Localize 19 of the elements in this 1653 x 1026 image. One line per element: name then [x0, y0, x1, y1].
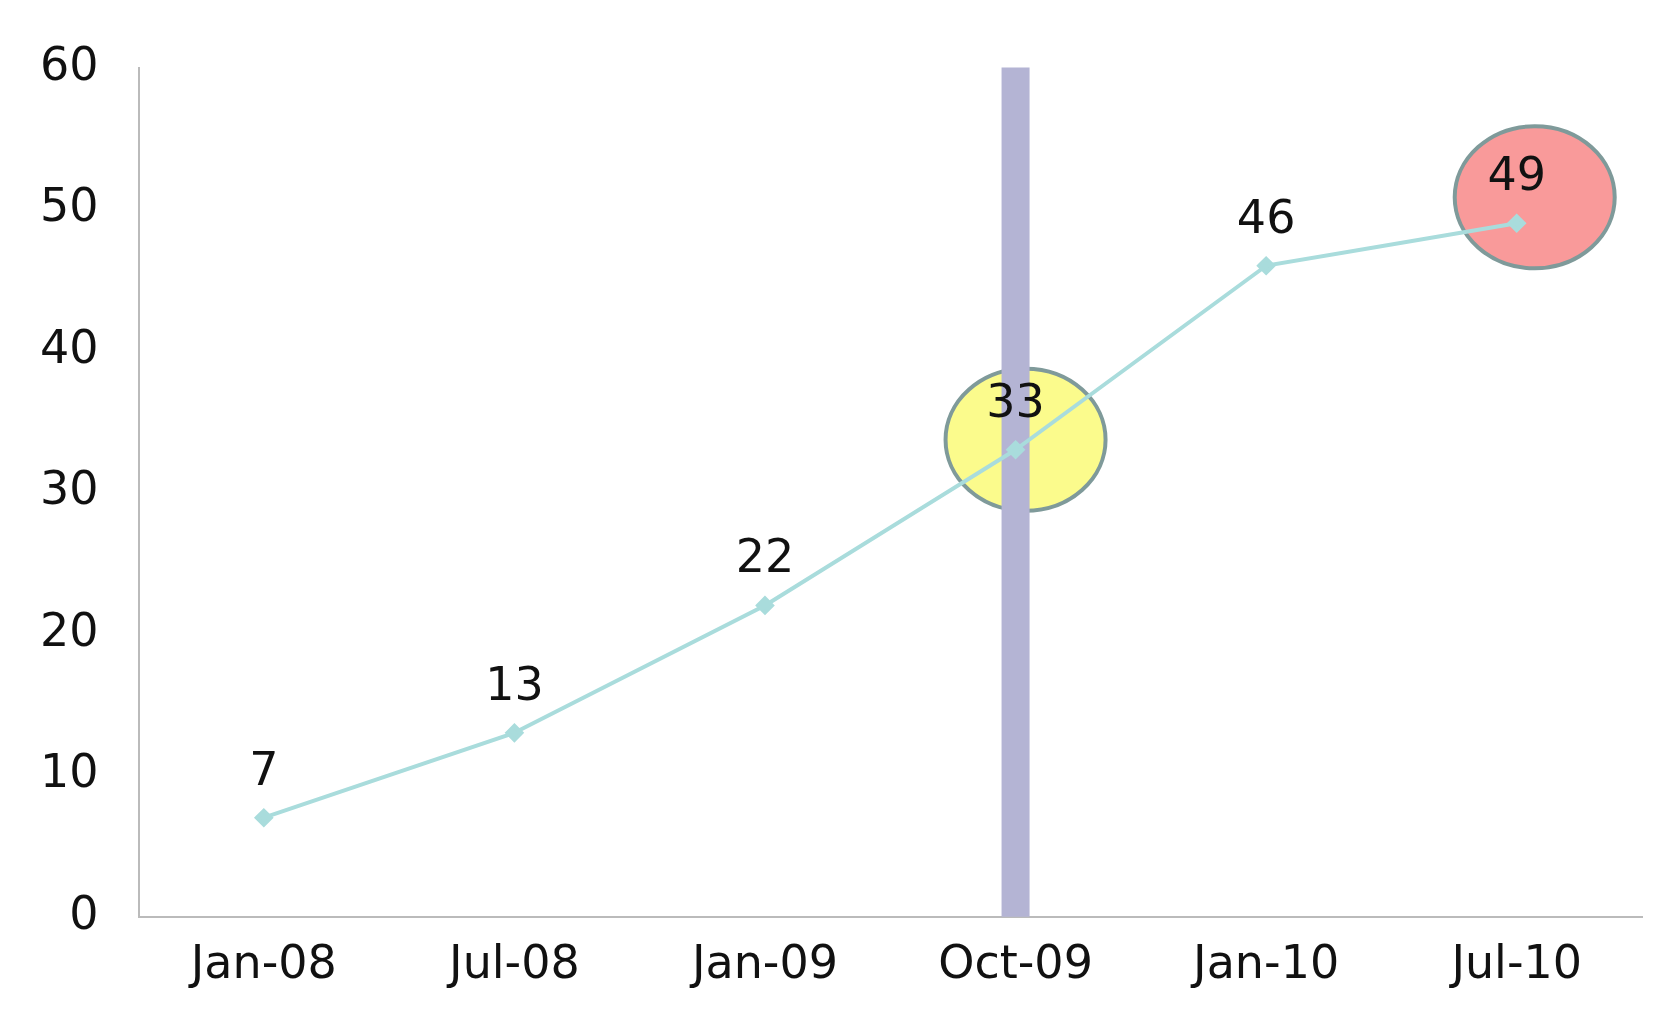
x-tick-label: Oct-09 — [938, 935, 1093, 990]
y-tick-label: 0 — [69, 885, 99, 940]
y-tick-label: 40 — [39, 319, 99, 374]
data-label: 13 — [485, 656, 544, 711]
y-tick-label: 50 — [39, 178, 99, 233]
x-tick-label: Jul-10 — [1448, 935, 1583, 990]
y-tick-label: 30 — [39, 461, 99, 516]
data-label: 33 — [986, 373, 1045, 428]
data-label: 22 — [735, 529, 795, 584]
y-tick-label: 20 — [39, 602, 99, 657]
data-label: 46 — [1236, 189, 1296, 244]
data-label: 49 — [1487, 147, 1546, 202]
y-tick-label: 10 — [39, 744, 99, 799]
x-tick-label: Jul-08 — [446, 935, 580, 990]
x-tick-label: Jan-08 — [187, 935, 337, 990]
data-label: 7 — [249, 741, 279, 796]
x-tick-label: Jan-10 — [1190, 935, 1340, 990]
x-tick-label: Jan-09 — [688, 935, 838, 990]
y-tick-label: 60 — [39, 36, 99, 91]
